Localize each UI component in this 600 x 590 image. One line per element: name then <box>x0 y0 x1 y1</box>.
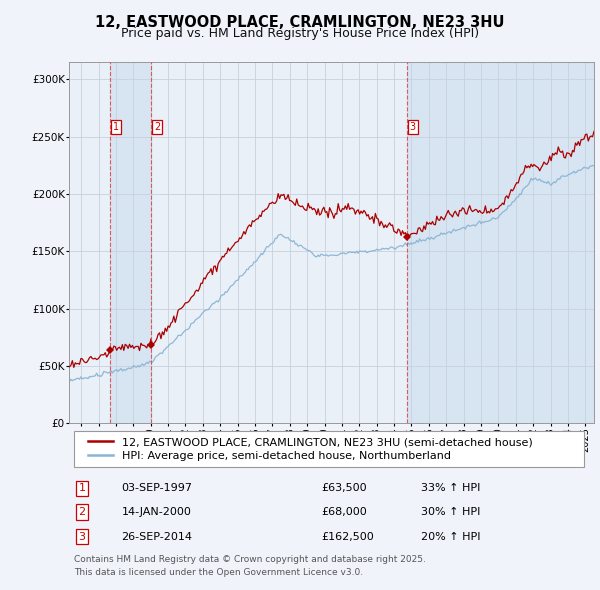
Text: 12, EASTWOOD PLACE, CRAMLINGTON, NE23 3HU: 12, EASTWOOD PLACE, CRAMLINGTON, NE23 3H… <box>95 15 505 30</box>
Text: £162,500: £162,500 <box>321 532 374 542</box>
Text: 1: 1 <box>113 122 119 132</box>
Text: 20% ↑ HPI: 20% ↑ HPI <box>421 532 480 542</box>
Text: 2: 2 <box>79 507 86 517</box>
Text: 26-SEP-2014: 26-SEP-2014 <box>121 532 193 542</box>
Text: 30% ↑ HPI: 30% ↑ HPI <box>421 507 480 517</box>
Text: 14-JAN-2000: 14-JAN-2000 <box>121 507 191 517</box>
Text: 1: 1 <box>79 483 86 493</box>
Text: £68,000: £68,000 <box>321 507 367 517</box>
Legend: 12, EASTWOOD PLACE, CRAMLINGTON, NE23 3HU (semi-detached house), HPI: Average pr: 12, EASTWOOD PLACE, CRAMLINGTON, NE23 3H… <box>85 434 536 464</box>
Text: 03-SEP-1997: 03-SEP-1997 <box>121 483 193 493</box>
Text: 3: 3 <box>410 122 416 132</box>
Bar <box>110 62 151 423</box>
Text: Price paid vs. HM Land Registry's House Price Index (HPI): Price paid vs. HM Land Registry's House … <box>121 27 479 40</box>
Text: Contains HM Land Registry data © Crown copyright and database right 2025.
This d: Contains HM Land Registry data © Crown c… <box>74 556 426 577</box>
Text: 33% ↑ HPI: 33% ↑ HPI <box>421 483 480 493</box>
Bar <box>407 62 594 423</box>
Text: 2: 2 <box>154 122 160 132</box>
Text: 3: 3 <box>79 532 86 542</box>
Text: £63,500: £63,500 <box>321 483 367 493</box>
FancyBboxPatch shape <box>74 431 583 467</box>
